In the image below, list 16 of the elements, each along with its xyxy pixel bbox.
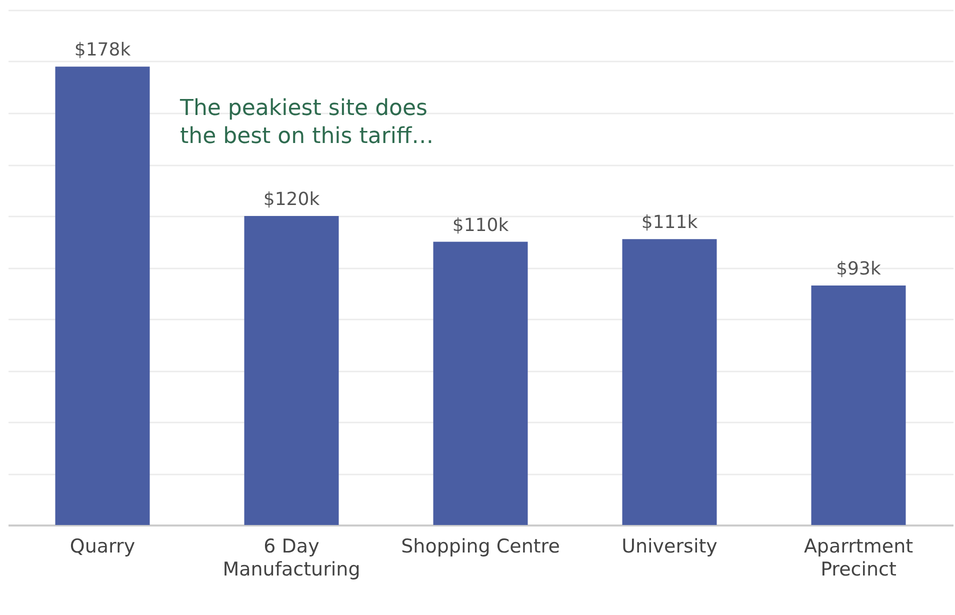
x-tick-label: 6 Day Manufacturing	[222, 536, 360, 580]
data-label: $110k	[452, 214, 510, 236]
annotation: The peakiest site does the best on this tariff…	[179, 96, 434, 149]
bar	[433, 242, 528, 525]
bar	[244, 216, 339, 525]
bar	[811, 286, 906, 525]
data-label: $120k	[263, 189, 320, 210]
x-tick-label: University	[622, 536, 718, 558]
x-tick-label: Aparrtment Precinct	[804, 536, 914, 580]
bar	[622, 239, 717, 525]
data-label: $93k	[836, 258, 882, 280]
x-tick-label: Shopping Centre	[401, 536, 560, 558]
x-tick-label: Quarry	[70, 536, 136, 558]
data-label: $111k	[641, 212, 698, 234]
bar	[55, 66, 150, 525]
data-label: $178k	[74, 40, 132, 61]
